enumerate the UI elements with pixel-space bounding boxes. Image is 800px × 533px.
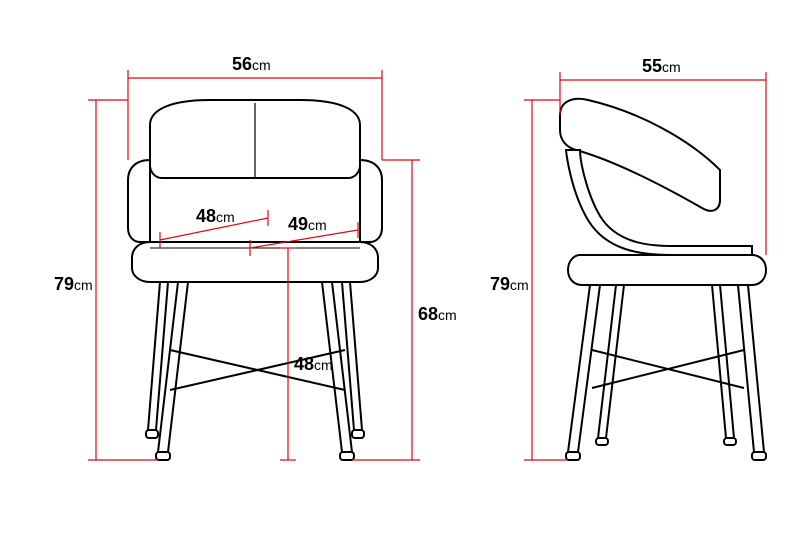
svg-text:79cm: 79cm — [54, 274, 93, 294]
dim-unit: cm — [216, 209, 235, 225]
dim-unit: cm — [314, 357, 333, 373]
dim-unit: cm — [438, 307, 457, 323]
dim-seat-height-value: 48 — [294, 354, 314, 374]
dim-overall-width-value: 56 — [232, 54, 252, 74]
dim-side-height-value: 79 — [490, 274, 510, 294]
front-arm-left — [128, 160, 150, 242]
chair-side-view: 55cm 79cm — [490, 56, 766, 460]
dim-seat-depth-value: 49 — [288, 214, 308, 234]
dim-unit: cm — [74, 277, 93, 293]
dim-seat-width-value: 48 — [196, 206, 216, 226]
svg-text:48cm: 48cm — [196, 206, 235, 226]
dim-unit: cm — [662, 59, 681, 75]
svg-text:48cm: 48cm — [294, 354, 333, 374]
svg-text:49cm: 49cm — [288, 214, 327, 234]
dim-unit: cm — [510, 277, 529, 293]
dim-side-height — [524, 100, 568, 460]
svg-text:55cm: 55cm — [642, 56, 681, 76]
dimension-diagram: 56cm 79cm 68cm 48cm 49cm 48cm — [0, 0, 800, 533]
side-legs — [566, 285, 766, 460]
dim-overall-depth-value: 55 — [642, 56, 662, 76]
dim-overall-height-value: 79 — [54, 274, 74, 294]
front-arm-right — [360, 160, 382, 242]
dim-unit: cm — [252, 57, 271, 73]
dim-unit: cm — [308, 217, 327, 233]
side-seat — [568, 255, 766, 285]
chair-front-view: 56cm 79cm 68cm 48cm 49cm 48cm — [54, 54, 457, 460]
svg-text:79cm: 79cm — [490, 274, 529, 294]
svg-text:68cm: 68cm — [418, 304, 457, 324]
svg-text:56cm: 56cm — [232, 54, 271, 74]
dim-arm-height-value: 68 — [418, 304, 438, 324]
